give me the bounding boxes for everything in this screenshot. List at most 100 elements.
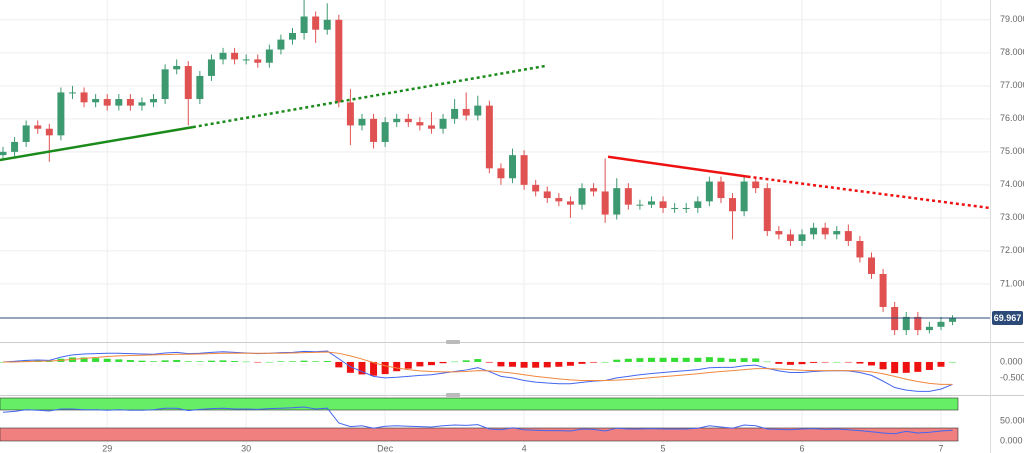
histogram-bar <box>485 361 493 363</box>
candle-body <box>68 92 76 94</box>
histogram-bar <box>624 358 632 362</box>
histogram-bar <box>335 361 343 368</box>
histogram-bar <box>590 361 598 363</box>
trendline <box>747 175 990 210</box>
histogram-bar <box>937 361 945 367</box>
candle-body <box>798 234 806 241</box>
candle-body <box>474 105 482 116</box>
candle-body <box>34 125 42 129</box>
histogram-bar <box>161 360 169 362</box>
candle-body <box>891 306 899 331</box>
candle-body <box>462 108 470 116</box>
candle-body <box>404 118 412 123</box>
histogram-bar <box>312 361 320 362</box>
candle-body <box>346 102 354 126</box>
candle-body <box>161 69 169 100</box>
candle-body <box>532 184 540 192</box>
y-tick-label: 72.000 <box>1000 245 1024 255</box>
candle-body <box>173 66 181 70</box>
histogram-bar <box>740 358 748 362</box>
histogram-bar <box>902 361 910 373</box>
candle-body <box>103 99 111 106</box>
candle-body <box>775 231 783 235</box>
candle-body <box>485 105 493 169</box>
y-tick-label: 77.000 <box>1000 80 1024 90</box>
histogram-bar <box>126 360 134 362</box>
candle-body <box>659 201 667 208</box>
candle-body <box>381 122 389 142</box>
candle-body <box>427 125 435 129</box>
candle-body <box>856 240 864 258</box>
histogram-bar <box>763 361 771 363</box>
candle-body <box>184 66 192 100</box>
candle-body <box>520 155 528 185</box>
candle-body <box>126 99 134 106</box>
histogram-bar <box>404 361 412 369</box>
y-tick-label: 74.000 <box>1000 179 1024 189</box>
x-tick-label: Dec <box>377 443 394 453</box>
y-tick-label: 0.000 <box>1000 356 1023 366</box>
histogram-bar <box>914 361 922 372</box>
candle-body <box>323 19 331 30</box>
histogram-bar <box>497 361 505 367</box>
histogram-bar <box>647 357 655 362</box>
candle-body <box>949 317 957 322</box>
histogram-bar <box>416 361 424 367</box>
candle-body <box>937 321 945 327</box>
candle-body <box>277 39 285 50</box>
candle-body <box>613 188 621 215</box>
candle-body <box>11 141 19 152</box>
histogram-bar <box>566 361 574 366</box>
last-price-box <box>992 310 1023 325</box>
candle-body <box>509 155 517 179</box>
x-tick-label: 6 <box>800 443 805 453</box>
y-tick-label: 75.000 <box>1000 146 1024 156</box>
y-tick-label: -0.500 <box>1000 372 1024 382</box>
candle-body <box>868 257 875 274</box>
candle-body <box>138 102 146 106</box>
histogram-bar <box>381 361 389 375</box>
candle-body <box>57 92 65 136</box>
pane-handle[interactable] <box>446 393 460 397</box>
candle-body <box>370 118 378 142</box>
histogram-bar <box>92 358 100 362</box>
histogram-bar <box>300 360 308 362</box>
histogram-bar <box>150 361 158 362</box>
y-tick-label: 71.000 <box>1000 278 1024 288</box>
series-line <box>3 351 953 385</box>
trendline <box>0 125 194 162</box>
histogram-bar <box>775 361 783 364</box>
histogram-bar <box>323 360 331 362</box>
candle-body <box>150 99 158 103</box>
band <box>0 397 959 411</box>
candle-body <box>925 326 933 331</box>
candle-body <box>312 16 320 30</box>
candle-body <box>566 201 574 205</box>
y-tick-label: 73.000 <box>1000 212 1024 222</box>
histogram-bar <box>289 361 296 362</box>
histogram-bar <box>520 361 528 368</box>
x-tick-label: 30 <box>241 443 251 453</box>
histogram-bar <box>509 361 517 367</box>
candle-body <box>821 227 829 235</box>
candle-body <box>902 316 910 331</box>
candle-body <box>740 181 748 212</box>
candle-body <box>115 99 123 106</box>
histogram-bar <box>868 361 875 366</box>
pane-handle[interactable] <box>446 340 460 344</box>
candle-body <box>914 316 922 331</box>
histogram-bar <box>427 361 435 366</box>
candle-body <box>786 234 794 241</box>
candle-body <box>647 201 655 205</box>
candle-body <box>300 16 308 34</box>
candle-body <box>45 128 53 136</box>
candle-body <box>451 108 459 119</box>
candle-body <box>555 198 563 202</box>
histogram-bar <box>231 360 239 362</box>
series-line <box>2 406 953 435</box>
histogram-bar <box>856 361 864 364</box>
x-tick-label: 5 <box>661 443 666 453</box>
candle-body <box>694 201 702 208</box>
